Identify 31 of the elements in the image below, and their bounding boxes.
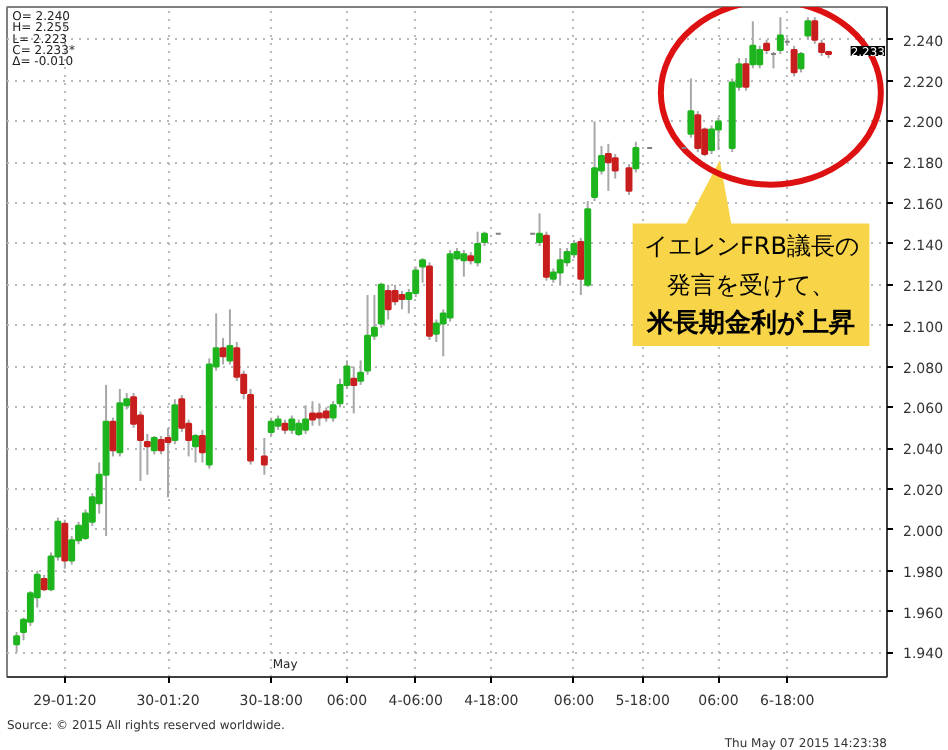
candlestick bbox=[198, 428, 206, 464]
candlestick bbox=[790, 44, 798, 78]
candlestick bbox=[302, 404, 310, 435]
candlestick bbox=[577, 236, 585, 297]
candlestick bbox=[776, 16, 784, 55]
candlestick bbox=[260, 437, 268, 476]
candlestick bbox=[219, 336, 227, 366]
candlestick bbox=[384, 283, 392, 321]
candlestick bbox=[109, 416, 117, 458]
candlestick bbox=[604, 142, 612, 192]
candlestick bbox=[309, 400, 316, 427]
candlestick bbox=[391, 283, 399, 307]
candlestick bbox=[591, 120, 599, 203]
annotation: 発言を受けて、 bbox=[667, 270, 836, 299]
candlestick bbox=[570, 238, 578, 260]
candlestick bbox=[398, 289, 406, 311]
candlestick bbox=[288, 414, 296, 435]
candlestick bbox=[267, 416, 275, 437]
annotation: イエレンFRB議長の bbox=[644, 231, 859, 260]
candlestick bbox=[804, 16, 812, 41]
candlestick bbox=[556, 247, 564, 286]
candlestick bbox=[714, 116, 722, 151]
candlestick bbox=[756, 44, 764, 70]
candlestick bbox=[315, 402, 323, 427]
annotation: 米長期金利が上昇 bbox=[645, 306, 856, 339]
candlestick bbox=[350, 365, 358, 415]
candlestick bbox=[811, 16, 819, 45]
candlestick bbox=[460, 249, 468, 278]
candlestick bbox=[474, 230, 482, 268]
candlestick bbox=[708, 124, 716, 156]
candlestick bbox=[61, 518, 69, 570]
